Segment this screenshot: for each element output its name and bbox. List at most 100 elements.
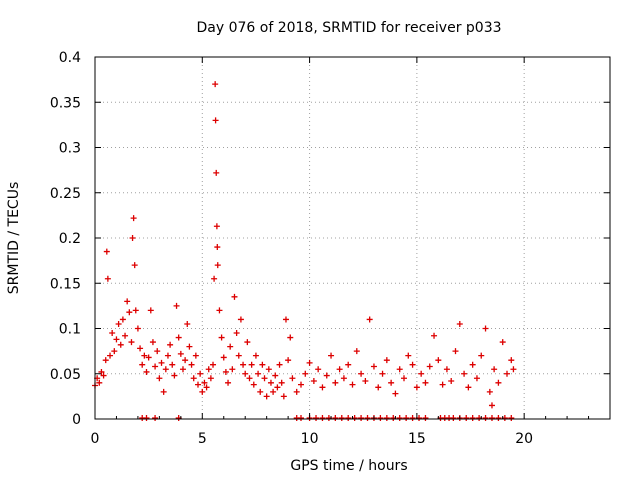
data-point — [358, 370, 365, 377]
x-tick-label: 20 — [515, 431, 533, 447]
data-point — [117, 341, 124, 348]
data-point — [287, 334, 294, 341]
data-point — [431, 332, 438, 339]
data-point — [267, 379, 274, 386]
data-point — [285, 357, 292, 364]
y-tick-label: 0.25 — [50, 186, 81, 202]
zero-marker — [319, 415, 326, 421]
data-point — [210, 361, 217, 368]
data-point — [111, 348, 118, 355]
data-point — [392, 390, 399, 397]
zero-marker — [450, 415, 457, 421]
data-point — [298, 381, 304, 388]
zero-marker — [383, 415, 390, 421]
data-points — [92, 81, 517, 421]
data-point — [396, 366, 403, 373]
data-point — [179, 366, 186, 373]
data-point — [212, 117, 219, 124]
zero-marker — [469, 415, 476, 421]
data-point — [158, 359, 165, 366]
data-point — [190, 375, 197, 382]
data-point — [401, 375, 407, 382]
data-point — [96, 379, 103, 386]
data-point — [289, 375, 296, 382]
data-point — [418, 370, 425, 377]
zero-marker — [358, 415, 365, 421]
y-tick-label: 0.2 — [59, 231, 81, 247]
data-point — [250, 381, 257, 388]
data-point — [211, 275, 218, 282]
data-point — [175, 334, 182, 341]
data-point — [104, 275, 111, 282]
data-point — [379, 370, 386, 377]
y-axis-label: SRMTID / TECUs — [6, 182, 22, 295]
chart-title: Day 076 of 2018, SRMTID for receiver p03… — [196, 20, 501, 36]
zero-marker — [482, 415, 489, 421]
data-point — [222, 368, 229, 375]
data-point — [139, 361, 146, 368]
data-point — [145, 354, 152, 361]
zero-marker — [338, 415, 345, 421]
data-point — [473, 375, 480, 382]
data-point — [119, 316, 126, 323]
data-point — [306, 359, 313, 366]
data-point — [332, 379, 339, 386]
data-point — [235, 352, 242, 359]
data-point — [246, 375, 253, 382]
data-point — [214, 262, 221, 269]
data-point — [248, 361, 255, 368]
data-point — [154, 348, 161, 355]
data-point — [435, 357, 442, 364]
data-point — [486, 388, 493, 395]
data-point — [231, 293, 238, 300]
data-point — [375, 384, 382, 391]
data-point — [482, 325, 489, 332]
data-point — [132, 307, 139, 314]
y-tick-label: 0.3 — [59, 141, 81, 157]
data-point — [201, 379, 208, 386]
data-point — [328, 352, 335, 359]
data-point — [255, 370, 262, 377]
zero-marker — [508, 415, 515, 421]
data-point — [141, 352, 148, 359]
zero-marker — [463, 415, 470, 421]
data-point — [147, 307, 154, 314]
data-point — [478, 352, 485, 359]
data-point — [495, 379, 502, 386]
data-point — [452, 348, 459, 355]
data-point — [107, 352, 114, 359]
data-point — [195, 381, 201, 388]
data-point — [213, 169, 220, 176]
data-point — [169, 361, 176, 368]
data-point — [212, 81, 219, 88]
zero-marker — [422, 415, 429, 421]
data-point — [124, 298, 131, 305]
data-point — [207, 375, 214, 382]
data-point — [465, 384, 472, 391]
data-point — [409, 361, 416, 368]
zero-marker — [403, 415, 410, 421]
zero-marker — [345, 415, 352, 421]
zero-marker — [332, 415, 339, 421]
data-point — [129, 235, 136, 241]
data-point — [131, 262, 138, 269]
data-point — [199, 388, 206, 395]
zero-marker — [409, 415, 416, 421]
data-point — [345, 361, 352, 368]
data-point — [259, 361, 266, 368]
data-point — [216, 307, 223, 314]
data-point — [252, 352, 259, 359]
y-tick-label: 0.4 — [59, 50, 81, 66]
zero-marker — [495, 415, 502, 421]
data-point — [265, 366, 272, 373]
data-point — [469, 361, 476, 368]
data-point — [456, 320, 463, 327]
data-point — [272, 372, 279, 379]
data-point — [98, 368, 105, 375]
data-point — [323, 372, 330, 379]
x-tick-label: 5 — [198, 431, 207, 447]
data-point — [315, 366, 322, 373]
x-axis-label: GPS time / hours — [290, 458, 407, 474]
data-point — [276, 361, 283, 368]
